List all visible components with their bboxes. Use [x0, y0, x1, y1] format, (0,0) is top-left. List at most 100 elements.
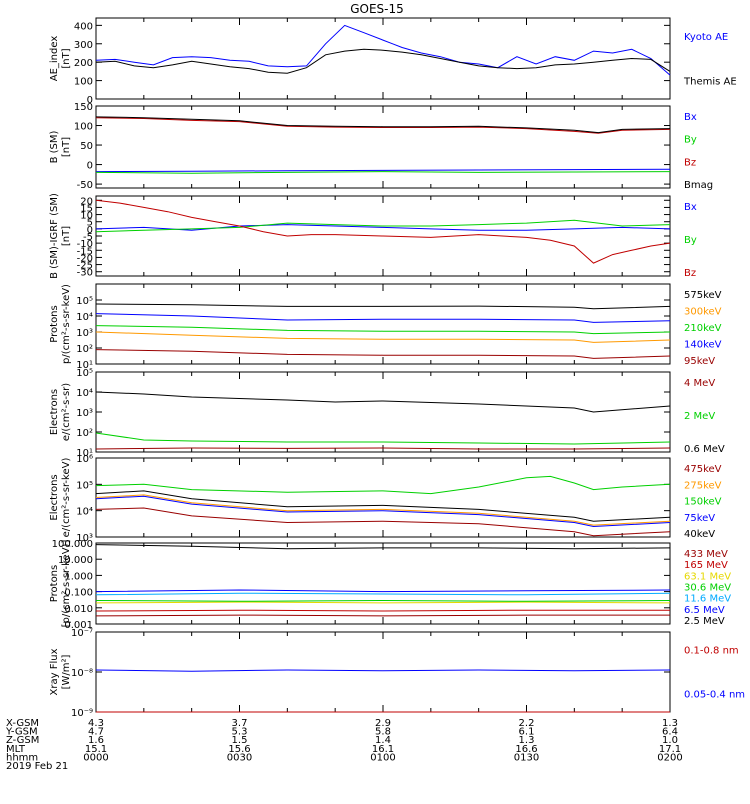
ytick-label: 10³ [76, 328, 93, 339]
panel-electrons2: 10³ 10⁴ 10⁵ 10⁶ Electrons e/(cm²-s-sr-keV) 475… [49, 454, 722, 544]
legend-item: Bz [684, 157, 696, 168]
series-line-165-mev [95, 609, 670, 612]
series-line-475kev [95, 507, 671, 537]
footer-value: 1.3 [662, 718, 678, 729]
legend-item: 63.1 MeV [684, 571, 731, 582]
legend-item: 210keV [684, 323, 722, 334]
series-line-bz [95, 117, 671, 134]
footer: X-GSM 4.3 3.7 2.9 2.2 1.3 Y-GSM 4.7 5.3 5.8 6.1 6.4… [5, 718, 683, 772]
series-line-bmag [95, 116, 671, 134]
footer-value: 1.3 [519, 735, 535, 746]
series-line-433-mev [95, 614, 670, 617]
ytick-label: 10⁵ [76, 480, 93, 491]
footer-value: 1.4 [375, 735, 391, 746]
series-line-575kev [95, 303, 671, 310]
footer-label: Y-GSM [5, 727, 38, 738]
ylabel-units: [nT] [61, 48, 72, 68]
ytick-label: -25 [77, 261, 93, 272]
legend-item: 95keV [684, 356, 715, 367]
ytick-label: 10² [76, 428, 93, 439]
ytick-label: 10⁻⁷ [71, 628, 93, 639]
panel-ae: 0 100 200 300 400 AE_index [nT] Kyoto AE Themis … [49, 17, 737, 106]
legend-item: 30.6 MeV [684, 583, 731, 594]
ylabel-units: [p/(cm²-s-sr-keV)] [61, 540, 72, 628]
ylabel-units: [nT] [61, 137, 72, 157]
panel-frame [95, 371, 671, 453]
ylabel-units: [nT] [61, 226, 72, 246]
ytick-label: 10⁻⁸ [71, 668, 93, 679]
footer-value: 0130 [514, 752, 539, 763]
legend-item: 140keV [684, 340, 722, 351]
series-line-300kev [95, 331, 671, 343]
legend-item: 150keV [684, 497, 722, 508]
series-line-4-mev [95, 447, 671, 450]
series-line-themis-ae [95, 48, 671, 74]
ytick-label: 100.000 [52, 539, 93, 550]
ytick-label: 20 [80, 196, 93, 207]
footer-value: 16.1 [372, 744, 394, 755]
ytick-label: 10⁻⁹ [71, 708, 93, 719]
ytick-label: -5 [83, 232, 93, 243]
footer-label: MLT [6, 744, 26, 755]
ytick-label: -20 [77, 253, 93, 264]
ylabel: Protons [49, 565, 60, 602]
footer-value: 0200 [657, 752, 682, 763]
panel-frame [95, 631, 671, 713]
ytick-label: 10⁴ [76, 507, 93, 518]
ytick-label: 10¹ [76, 360, 93, 371]
footer-value: 4.3 [88, 718, 104, 729]
series-line-150kev [95, 475, 671, 495]
footer-date: 2019 Feb 21 [6, 761, 68, 772]
footer-label: Z-GSM [6, 735, 39, 746]
legend-item: Themis AE [683, 76, 737, 87]
ytick-label: 0 [87, 225, 93, 236]
ylabel: Protons [49, 305, 60, 342]
ylabel: B (SM)-IGRF (SM) [49, 193, 60, 279]
series-line-0-6-mev [95, 391, 671, 413]
legend-item: By [684, 135, 697, 146]
ytick-label: -50 [77, 180, 93, 191]
footer-value: 2.2 [519, 718, 535, 729]
legend-item: 0.05-0.4 nm [684, 690, 745, 701]
footer-value: 2.9 [375, 718, 391, 729]
panel-protons2: 0.001 0.010 0.100 1.000 10.000 100.000 Protons… [49, 539, 731, 631]
panel-frame [95, 542, 671, 625]
ytick-label: 100 [74, 122, 93, 133]
series-line-2-5-mev [95, 544, 671, 550]
series-line-6-5-mev [95, 589, 671, 593]
legend-item: 2.5 MeV [684, 616, 725, 627]
ytick-label: 0.010 [64, 604, 93, 615]
footer-value: 0030 [227, 752, 252, 763]
footer-value: 6.4 [662, 727, 678, 738]
series-line-275kev [95, 494, 671, 526]
ytick-label: 10³ [76, 408, 93, 419]
ytick-label: 0.100 [64, 588, 93, 599]
legend-item: 4 MeV [684, 378, 715, 389]
legend-item: 475keV [684, 464, 722, 475]
ylabel-units: p/(cm²-s-sr-keV) [61, 284, 72, 364]
ytick-label: 10² [76, 344, 93, 355]
legend-item: 275keV [684, 480, 722, 491]
legend-item: 40keV [684, 529, 715, 540]
ytick-label: 10 [80, 211, 93, 222]
ytick-label: 50 [80, 141, 93, 152]
footer-value: 0100 [370, 752, 395, 763]
series-line-63-1-mev [95, 601, 671, 604]
legend-item: 165 MeV [684, 560, 728, 571]
chart-title: GOES-15 [350, 2, 404, 16]
legend-item: Kyoto AE [684, 32, 728, 43]
series-line-0-05-0-4-nm [95, 669, 671, 672]
series-line-75kev [95, 495, 671, 528]
ytick-label: -15 [77, 246, 93, 257]
ytick-label: 150 [74, 102, 93, 113]
legend-item: 300keV [684, 307, 722, 318]
panel-electrons1: 10¹ 10² 10³ 10⁴ 10⁵ Electrons e/(cm²-s-sr) 4 Me… [49, 368, 725, 459]
ytick-label: 100 [74, 77, 93, 88]
footer-value: 17.1 [659, 744, 681, 755]
footer-label: X-GSM [6, 718, 39, 729]
series-line-bx [95, 224, 671, 231]
panel-frame [95, 17, 671, 100]
legend-item: 11.6 MeV [684, 594, 731, 605]
